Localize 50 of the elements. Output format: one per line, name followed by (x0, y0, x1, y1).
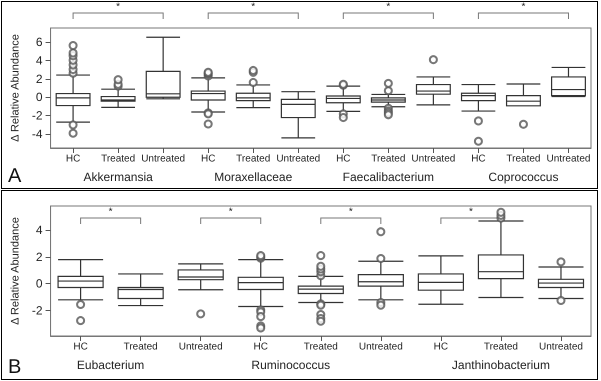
x-tick-label: Treated (506, 154, 540, 164)
y-tick-label: 2 (36, 72, 43, 86)
x-tick-label: HC (66, 154, 80, 164)
y-tick-label: 4 (36, 53, 43, 68)
x-tick-label: Treated (236, 154, 270, 164)
text: Moraxellaceae (214, 170, 293, 184)
x-tick-label: Untreated (411, 154, 456, 164)
y-tick-label: 0 (36, 90, 43, 104)
y-tick-label: 0 (36, 276, 43, 291)
x-tick-label: Untreated (178, 342, 223, 352)
x-tick-label: HC (336, 154, 351, 164)
x-tick-label: HC (434, 342, 448, 352)
x-tick-label: Treated (484, 342, 518, 352)
y-axis-title: Δ Relative Abundance (10, 34, 22, 142)
text: Faecalibacterium (342, 170, 434, 184)
annotation: * (348, 206, 353, 218)
x-tick-label: Untreated (276, 154, 320, 164)
text: Ruminococcus (251, 358, 330, 372)
text: B (8, 356, 22, 378)
y-tick-label: -4 (32, 127, 43, 142)
x-tick-label: Untreated (358, 342, 403, 352)
x-tick-label: Treated (101, 154, 136, 164)
x-tick-label: Untreated (546, 154, 590, 164)
text: * (386, 2, 390, 12)
x-tick-label: HC (254, 342, 268, 352)
text: A (8, 165, 22, 187)
text: Akkermansia (83, 170, 154, 184)
text: Eubacterium (76, 358, 144, 372)
x-tick-label: Treated (371, 154, 406, 164)
text: * (521, 2, 526, 12)
y-tick-label: 6 (36, 34, 43, 49)
x-tick-label: Treated (124, 342, 158, 352)
x-tick-label: HC (471, 154, 486, 164)
x-tick-label: HC (73, 342, 88, 352)
annotation: * (468, 206, 473, 218)
y-tick-label: -2 (32, 108, 43, 123)
x-tick-label: Treated (304, 342, 338, 352)
text: Coprococcus (488, 170, 558, 184)
y-tick-label: 4 (36, 223, 43, 238)
x-tick-label: Untreated (141, 154, 186, 164)
text: Janthinobacterium (452, 358, 550, 372)
text: * (116, 2, 120, 12)
annotation: * (108, 206, 113, 218)
y-axis-title: Δ Relative Abundance (10, 217, 22, 325)
x-tick-label: HC (200, 154, 216, 164)
x-tick-label: Untreated (539, 342, 583, 352)
y-tick-label: -2 (32, 304, 43, 318)
annotation: * (228, 206, 233, 218)
y-tick-label: 2 (36, 250, 43, 264)
text: * (251, 2, 256, 12)
